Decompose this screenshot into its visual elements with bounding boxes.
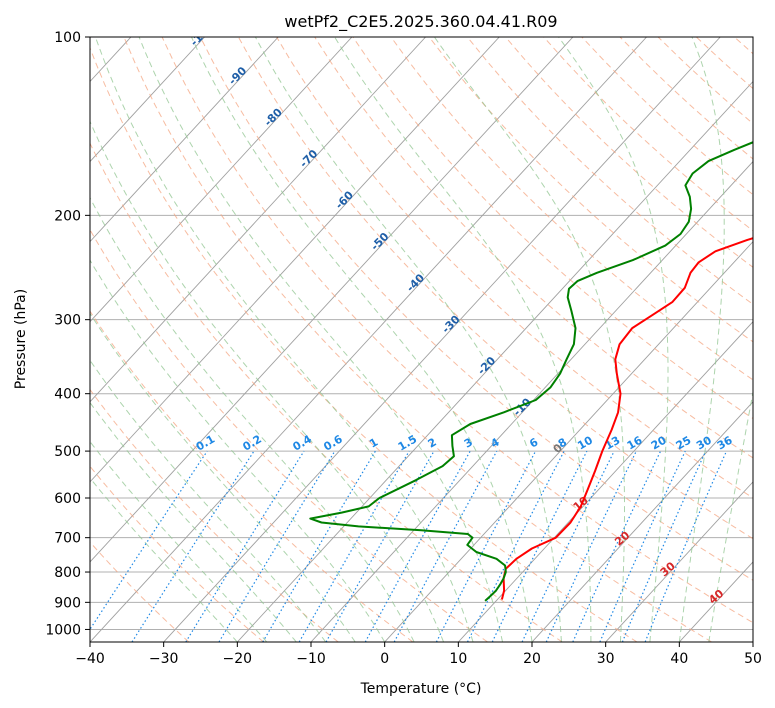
plot-frame xyxy=(89,36,754,643)
x-axis-label: Temperature (°C) xyxy=(360,681,482,697)
x-tick-label: 10 xyxy=(449,651,467,667)
mixing-ratio-line xyxy=(364,450,471,642)
mixing-ratio-line xyxy=(90,450,208,631)
plot-area: 0.10.20.40.611.52346810131620253036-100-… xyxy=(90,20,753,642)
mixing-ratio-line xyxy=(131,450,255,642)
x-tick-label: 30 xyxy=(597,651,615,667)
moist-adiabat-line xyxy=(678,37,725,642)
mixing-ratio-line xyxy=(599,450,686,642)
dry-adiabat-line xyxy=(90,465,264,642)
isotherm-line xyxy=(384,240,753,642)
isotherm-line xyxy=(531,401,753,642)
moist-adiabat-line xyxy=(191,37,533,642)
mixing-ratio-line xyxy=(466,450,565,642)
isotherm-line xyxy=(605,481,753,642)
axes: −40 −30 −20 −10 0 10 20 30 40 50 100 200 300 400 500 60… xyxy=(45,30,762,667)
moist-adiabat-line xyxy=(433,37,625,642)
y-tick-label: 800 xyxy=(54,565,81,581)
y-tick-label: 1000 xyxy=(45,622,81,638)
isotherm-line xyxy=(90,37,647,642)
moist-adiabat-line xyxy=(558,37,669,642)
dry-adiabat-line xyxy=(90,228,488,642)
moist-adiabat-line xyxy=(90,359,327,642)
dry-adiabat-line xyxy=(428,37,753,343)
dry-adiabat-line xyxy=(161,37,753,624)
isotherm-line xyxy=(458,321,753,642)
y-tick-label: 700 xyxy=(54,531,81,547)
dry-adiabat-line xyxy=(314,37,753,459)
moist-adiabat-line xyxy=(254,37,562,642)
y-axis-label: Pressure (hPa) xyxy=(13,289,29,389)
isotherm-line xyxy=(163,37,721,642)
y-tick-label: 400 xyxy=(54,387,81,403)
dewpoint-profile-line xyxy=(309,141,753,602)
mixing-ratio-line xyxy=(393,450,498,642)
y-tick-label: 900 xyxy=(54,595,81,611)
mixing-ratio-line xyxy=(185,450,305,642)
dry-adiabat-line xyxy=(276,37,753,499)
dry-adiabat-line xyxy=(237,37,753,540)
moist-adiabat-line xyxy=(90,401,297,642)
mixing-ratio-line xyxy=(491,450,588,642)
y-tick-label: 600 xyxy=(54,491,81,507)
x-tick-label: 40 xyxy=(670,651,688,667)
y-tick-label: 300 xyxy=(54,313,81,329)
moist-adiabat-line xyxy=(334,37,592,642)
dry-adiabat-line xyxy=(123,37,712,642)
moist-adiabat-line xyxy=(138,37,503,642)
x-tick-label: 50 xyxy=(744,651,762,667)
dry-adiabat-line xyxy=(390,37,753,381)
isotherm-label: -100 xyxy=(188,20,217,49)
moist-adiabat-line xyxy=(90,196,415,642)
chart-title: wetPf2_C2E5.2025.360.04.41.R09 xyxy=(284,12,557,32)
y-tick-label: 500 xyxy=(54,444,81,460)
temperature-profile-line xyxy=(500,237,753,600)
x-tick-label: 0 xyxy=(380,651,389,667)
mixing-ratio-line xyxy=(644,450,728,642)
moist-adiabat-line xyxy=(94,37,474,642)
moist-adiabat-line xyxy=(90,120,445,642)
x-tick-label: −10 xyxy=(296,651,326,667)
dry-adiabat-line xyxy=(90,541,190,642)
isotherm-line xyxy=(237,80,753,642)
x-tick-label: 20 xyxy=(523,651,541,667)
isotherm-line xyxy=(90,37,426,403)
dry-adiabat-line xyxy=(199,37,753,581)
mixing-ratio-line xyxy=(621,450,707,642)
mixing-ratio-line xyxy=(218,450,336,642)
y-tick-label: 200 xyxy=(54,208,81,224)
isotherm-line xyxy=(90,37,279,243)
x-tick-label: −40 xyxy=(75,651,105,667)
moist-adiabat-line xyxy=(708,389,753,642)
y-tick-label: 100 xyxy=(54,30,81,46)
isotherm-line xyxy=(90,37,353,323)
dry-adiabat-line xyxy=(90,142,563,642)
dry-adiabat-line xyxy=(352,37,753,420)
isotherm-line xyxy=(90,37,500,483)
mixing-ratio-line xyxy=(325,450,435,642)
isotherm-line xyxy=(90,37,574,563)
x-tick-label: −20 xyxy=(223,651,253,667)
isotherm-line xyxy=(90,37,205,163)
moist-adiabat-line xyxy=(90,312,356,642)
dry-adiabat-line xyxy=(90,46,638,642)
x-tick-label: −30 xyxy=(149,651,179,667)
